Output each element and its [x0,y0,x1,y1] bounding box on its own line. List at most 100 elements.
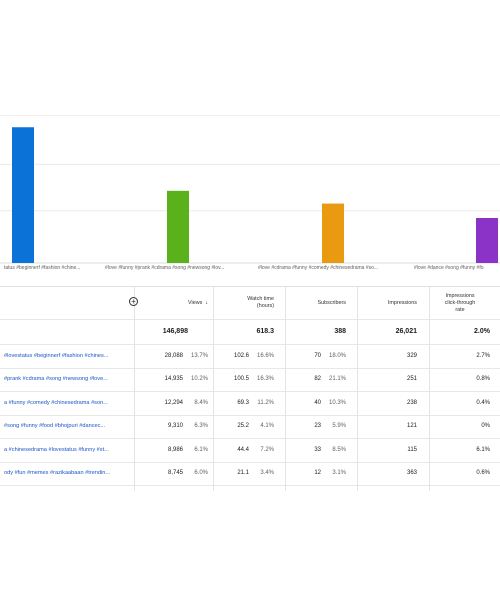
watch-time-cell: 44.4 7.2% [214,438,274,462]
views-cell: 8,986 6.1% [140,438,208,462]
watch-time-value: 100.5 [233,376,249,383]
watch-time-value: 21.1 [237,470,249,477]
ctr-header-line2: click-through [444,299,476,306]
watch-time-cell: 69.3 11.2% [214,391,274,415]
category-label: #love #funny #prank #cdrama #song #newso… [105,265,225,271]
subscribers-cell: 82 21.1% [286,368,346,392]
ctr-cell: 0.6% [476,470,490,477]
watch-time-cell: 21.1 3.4% [214,462,274,486]
impressions-column-header[interactable]: Impressions [357,287,417,319]
watch-time-percent: 4.1% [260,423,274,430]
views-value: 8,986 [167,446,183,453]
total-impressions: 26,021 [395,328,417,335]
video-table: Views ↓ Watch time (hours) Subscribers I… [0,286,500,491]
watch-time-percent: 16.6% [256,352,274,359]
table-row[interactable]: #song #funny #food #bhojpuri #dancec... 9… [0,415,500,439]
table-row[interactable]: #lovestatus #beginnerf #fashion #chines.… [0,344,500,369]
watch-time-percent: 3.4% [260,470,274,477]
subscribers-cell: 12 3.1% [286,462,346,486]
bar-2[interactable] [167,190,189,263]
subscribers-cell: 70 18.0% [286,344,346,368]
views-cell: 14,935 10.2% [140,368,208,392]
watch-time-cell: 102.6 16.6% [214,344,274,368]
views-percent: 13.7% [190,352,208,359]
views-cell: 28,088 13.7% [140,344,208,368]
column-divider [429,287,430,491]
table-header-row: Views ↓ Watch time (hours) Subscribers I… [0,287,500,320]
video-title-link[interactable]: ody #fun #memes #razikaabaan #trendin... [0,462,132,486]
bar-4[interactable] [476,218,498,263]
views-value: 14,935 [164,376,183,383]
ctr-header-line3: rate [455,306,465,313]
views-column-header[interactable]: Views ↓ [140,287,208,319]
views-value: 8,745 [167,470,183,477]
subscribers-header-label: Subscribers [317,299,346,306]
views-percent: 8.4% [194,399,208,406]
category-label: tatus #beginnerf #fashion #chine... [4,265,81,271]
column-divider [285,287,286,491]
subscribers-column-header[interactable]: Subscribers [286,287,346,319]
video-title: #song #funny #food #bhojpuri #dancec... [4,423,106,430]
table-row[interactable]: a #chinesedrama #lovestatus #funny #st..… [0,438,500,463]
subscribers-value: 82 [314,376,321,383]
video-title: a #funny #comedy #chinesedrama #son... [4,399,108,406]
watch-time-cell: 25.2 4.1% [214,415,274,439]
views-percent: 10.2% [190,376,208,383]
views-value: 9,310 [167,423,183,430]
ctr-column-header[interactable]: Impressions click-through rate [430,287,490,319]
subscribers-cell: 33 8.5% [286,438,346,462]
impressions-cell: 251 [406,376,417,383]
watch-time-percent: 7.2% [260,446,274,453]
video-title-link[interactable]: #lovestatus #beginnerf #fashion #chines.… [0,344,132,368]
add-circle-icon[interactable]: + [129,297,138,306]
impressions-cell: 238 [406,399,417,406]
watch-time-header-line2: (hours) [256,303,274,309]
subscribers-value: 12 [314,470,321,477]
watch-time-value: 102.6 [233,352,249,359]
subscribers-value: 40 [314,399,321,406]
bar-1[interactable] [12,127,34,263]
ctr-cell: 0.4% [476,399,490,406]
table-row[interactable]: ody #fun #memes #razikaabaan #trendin...… [0,462,500,486]
arrow-down-icon: ↓ [205,299,208,306]
impressions-cell: 121 [406,423,417,430]
video-title: ody #fun #memes #razikaabaan #trendin... [4,470,111,477]
subscribers-percent: 10.3% [328,399,346,406]
table-row[interactable]: #prank #cdrama #song #newsong #love... 14… [0,368,500,392]
subscribers-percent: 21.1% [328,376,346,383]
impressions-cell: 115 [407,446,417,453]
ctr-cell: 6.1% [476,446,490,453]
column-divider [357,287,358,491]
subscribers-value: 70 [314,352,321,359]
video-title: a #chinesedrama #lovestatus #funny #st..… [4,446,109,453]
video-title-link[interactable]: #song #funny #food #bhojpuri #dancec... [0,415,132,439]
subscribers-percent: 5.9% [332,423,346,430]
views-cell: 8,745 6.0% [140,462,208,486]
watch-time-column-header[interactable]: Watch time (hours) [214,287,274,319]
ctr-cell: 0.8% [476,376,490,383]
subscribers-value: 33 [314,446,321,453]
bar-3[interactable] [322,203,344,263]
subscribers-percent: 8.5% [332,446,346,453]
video-title-link[interactable]: #prank #cdrama #song #newsong #love... [0,368,132,392]
impressions-cell: 363 [406,470,417,477]
total-ctr: 2.0% [474,328,490,335]
video-title-link[interactable]: a #chinesedrama #lovestatus #funny #st..… [0,438,132,462]
category-label: #love #cdrama #funny #comedy #chinesedra… [258,265,379,271]
watch-time-percent: 16.3% [256,376,274,383]
video-title-link[interactable]: a #funny #comedy #chinesedrama #son... [0,391,132,415]
watch-time-header-line1: Watch time [247,296,274,302]
table-totals-row: 146,898 618.3 388 26,021 2.0% [0,319,500,345]
views-value: 28,088 [164,352,183,359]
total-subscribers: 388 [334,328,346,335]
subscribers-percent: 3.1% [332,470,346,477]
ctr-cell: 0% [481,423,490,430]
views-cell: 9,310 6.3% [140,415,208,439]
watch-time-value: 25.2 [237,423,249,430]
subscribers-value: 23 [314,423,321,430]
subscribers-percent: 18.0% [328,352,346,359]
watch-time-value: 44.4 [237,446,249,453]
watch-time-value: 69.3 [237,399,249,406]
table-row[interactable]: a #funny #comedy #chinesedrama #son... 12… [0,391,500,416]
views-value: 12,294 [164,399,183,406]
